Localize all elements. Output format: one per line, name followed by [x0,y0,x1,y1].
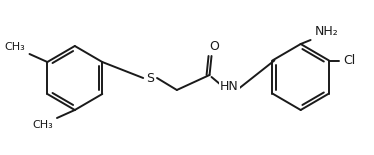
Text: O: O [209,40,220,53]
Text: Cl: Cl [343,54,355,67]
Text: HN: HN [220,80,239,93]
Text: CH₃: CH₃ [5,42,25,52]
Text: NH₂: NH₂ [315,25,338,38]
Text: S: S [146,71,154,84]
Text: CH₃: CH₃ [32,120,53,130]
